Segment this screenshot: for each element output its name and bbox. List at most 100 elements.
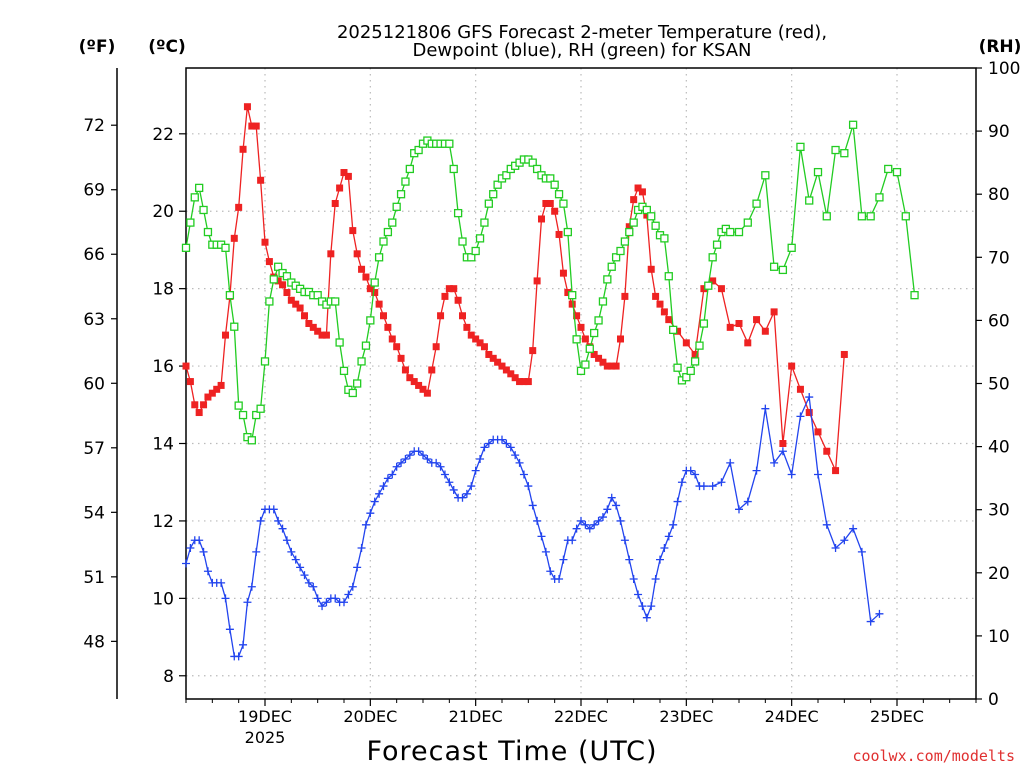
dewpoint-point: [217, 578, 226, 587]
dewpoint-point: [375, 489, 384, 498]
temperature-point: [366, 285, 374, 293]
temperature-point: [217, 381, 225, 389]
rh-point: [669, 325, 678, 335]
dewpoint-point: [533, 516, 542, 525]
temperature-point: [472, 335, 480, 343]
temperature-point: [331, 199, 339, 207]
rh-point: [910, 291, 919, 300]
temperature-point: [353, 250, 361, 258]
dewpoint-point: [669, 520, 678, 529]
x-tick-label: 21DEC: [449, 707, 503, 726]
temperature-point: [656, 300, 664, 308]
rh-point: [374, 253, 384, 262]
c-tick-label: 18: [152, 280, 174, 300]
x-tick-label: 22DEC: [554, 707, 608, 726]
temperature-point: [568, 300, 576, 308]
dewpoint-point: [471, 466, 480, 475]
dewpoint-point: [537, 532, 546, 541]
rh-point: [203, 227, 213, 237]
rh-point: [265, 297, 274, 306]
temperature-point: [511, 374, 519, 382]
temperature-point: [599, 358, 607, 366]
dewpoint-point: [331, 594, 340, 603]
temperature-point: [467, 331, 475, 339]
rh-point: [743, 218, 752, 227]
dewpoint-point: [572, 524, 581, 533]
temperature-point: [287, 296, 295, 304]
dewpoint-point: [581, 520, 590, 529]
dewpoint-point: [225, 625, 234, 634]
rh-point: [572, 335, 581, 344]
dewpoint-point: [805, 393, 814, 402]
dewpoint-point: [392, 462, 401, 471]
dewpoint-point: [458, 493, 467, 502]
dewpoint-point: [546, 567, 555, 576]
temperature-point: [617, 335, 624, 343]
rh-point: [480, 218, 489, 227]
dewpoint-point: [660, 544, 669, 553]
temperature-point: [186, 378, 194, 386]
dewpoint-point: [638, 602, 647, 611]
dewpoint-point: [519, 470, 528, 479]
credit-text: coolwx.com/modelts: [852, 747, 1015, 765]
rh-point: [471, 246, 480, 256]
temperature-point: [208, 389, 216, 397]
temperature-point: [239, 145, 247, 153]
temperature-point: [744, 339, 752, 347]
temperature-point: [595, 354, 603, 362]
rh-point: [528, 158, 537, 167]
rh-point: [726, 227, 735, 237]
rh-point: [453, 208, 463, 218]
temperature-point: [652, 292, 660, 300]
dewpoint-point: [366, 509, 375, 518]
dewpoint-point: [831, 544, 840, 553]
dewpoint-point: [515, 458, 524, 467]
temperature-point: [559, 269, 567, 277]
temperature-point: [419, 385, 427, 393]
rh-point: [190, 193, 199, 202]
rh-point: [234, 401, 243, 410]
temperature-point: [432, 343, 440, 351]
rh-point: [199, 205, 208, 215]
temperature-point: [691, 350, 699, 358]
rh-point: [585, 344, 594, 353]
dewpoint-point: [353, 563, 362, 572]
dewpoint-point: [866, 617, 875, 626]
rh-point: [357, 357, 366, 366]
rh-point: [554, 190, 564, 199]
temperature-point: [222, 331, 229, 339]
temperature-point: [608, 362, 616, 370]
series-dewpoint: [182, 393, 884, 661]
rh-point: [813, 167, 823, 177]
dewpoint-point: [274, 516, 283, 525]
temperature-point: [524, 378, 532, 386]
rh-tick-label: 30: [988, 501, 1010, 521]
temperature-point: [463, 323, 471, 331]
c-tick-label: 20: [152, 202, 174, 222]
f-tick-label: 72: [83, 116, 105, 136]
temperature-point: [770, 308, 778, 316]
dewpoint-point: [300, 571, 309, 580]
dewpoint-point: [383, 474, 392, 483]
rh-point: [787, 243, 796, 252]
dewpoint-point: [498, 435, 506, 444]
temperature-point: [415, 381, 423, 389]
dewpoint-point: [625, 555, 634, 564]
temperature-point: [393, 343, 401, 351]
temperature-point: [726, 323, 734, 331]
dewpoint-point: [449, 485, 458, 494]
rh-point: [616, 246, 625, 256]
temperature-point: [261, 238, 269, 246]
temperature-point: [459, 312, 466, 320]
dewpoint-point: [651, 574, 660, 583]
rh-tick-label: 50: [988, 375, 1010, 395]
dewpoint-point: [857, 547, 866, 556]
dewpoint-point: [555, 574, 564, 583]
rh-point: [848, 120, 858, 129]
temperature-point: [564, 289, 572, 297]
dewpoint-point: [361, 520, 370, 529]
temperature-point: [195, 409, 203, 417]
rh-point: [238, 410, 248, 420]
rh-point: [405, 164, 414, 174]
dewpoint-point: [440, 470, 449, 479]
